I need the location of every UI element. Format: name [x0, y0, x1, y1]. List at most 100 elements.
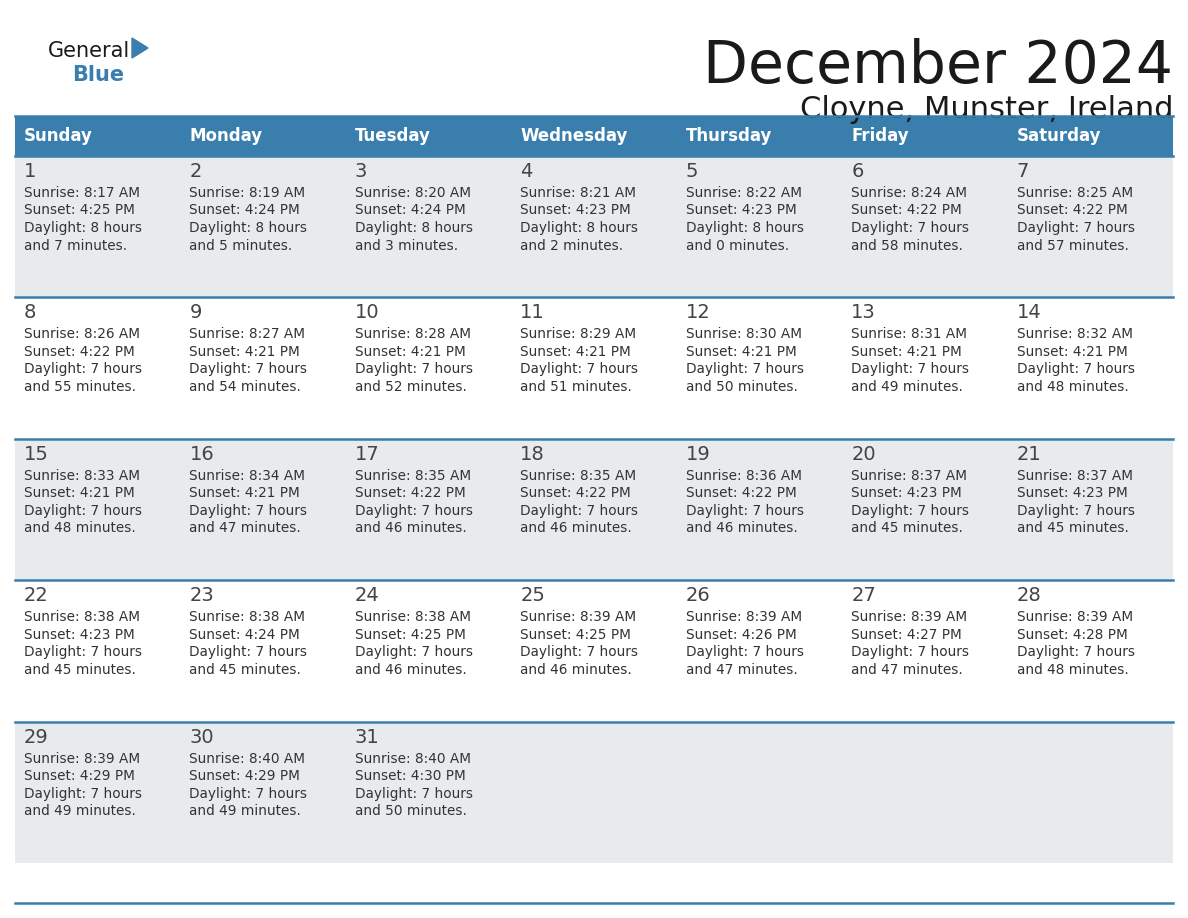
- Text: Sunrise: 8:39 AM: Sunrise: 8:39 AM: [24, 752, 140, 766]
- Text: 15: 15: [24, 445, 49, 464]
- Text: and 45 minutes.: and 45 minutes.: [24, 663, 135, 677]
- Text: and 46 minutes.: and 46 minutes.: [355, 663, 467, 677]
- Text: and 55 minutes.: and 55 minutes.: [24, 380, 135, 394]
- Text: Daylight: 7 hours: Daylight: 7 hours: [685, 363, 804, 376]
- Text: and 50 minutes.: and 50 minutes.: [685, 380, 797, 394]
- Text: and 57 minutes.: and 57 minutes.: [1017, 239, 1129, 252]
- Text: Sunset: 4:21 PM: Sunset: 4:21 PM: [1017, 345, 1127, 359]
- Text: 19: 19: [685, 445, 710, 464]
- Text: and 54 minutes.: and 54 minutes.: [189, 380, 302, 394]
- Text: Sunset: 4:22 PM: Sunset: 4:22 PM: [685, 487, 796, 500]
- Text: Sunset: 4:24 PM: Sunset: 4:24 PM: [189, 628, 301, 642]
- Text: Daylight: 8 hours: Daylight: 8 hours: [520, 221, 638, 235]
- Bar: [15, 580, 1173, 722]
- Text: Sunrise: 8:38 AM: Sunrise: 8:38 AM: [189, 610, 305, 624]
- Text: Sunset: 4:27 PM: Sunset: 4:27 PM: [851, 628, 962, 642]
- Text: 1: 1: [24, 162, 37, 181]
- Text: Sunset: 4:23 PM: Sunset: 4:23 PM: [24, 628, 134, 642]
- Text: Daylight: 7 hours: Daylight: 7 hours: [24, 363, 143, 376]
- Text: Wednesday: Wednesday: [520, 127, 627, 145]
- Text: Daylight: 7 hours: Daylight: 7 hours: [520, 645, 638, 659]
- Text: Sunset: 4:21 PM: Sunset: 4:21 PM: [520, 345, 631, 359]
- Text: Sunrise: 8:35 AM: Sunrise: 8:35 AM: [355, 469, 470, 483]
- Text: Sunrise: 8:31 AM: Sunrise: 8:31 AM: [851, 328, 967, 341]
- Text: Daylight: 7 hours: Daylight: 7 hours: [355, 363, 473, 376]
- Text: 29: 29: [24, 728, 49, 746]
- Text: 27: 27: [851, 587, 876, 605]
- Text: Sunrise: 8:39 AM: Sunrise: 8:39 AM: [685, 610, 802, 624]
- Text: Sunset: 4:22 PM: Sunset: 4:22 PM: [355, 487, 466, 500]
- Text: Sunset: 4:29 PM: Sunset: 4:29 PM: [189, 769, 301, 783]
- Text: 23: 23: [189, 587, 214, 605]
- Text: and 2 minutes.: and 2 minutes.: [520, 239, 624, 252]
- Text: and 45 minutes.: and 45 minutes.: [851, 521, 963, 535]
- Text: 21: 21: [1017, 445, 1042, 464]
- Bar: [15, 116, 1173, 156]
- Text: Sunrise: 8:27 AM: Sunrise: 8:27 AM: [189, 328, 305, 341]
- Text: 28: 28: [1017, 587, 1042, 605]
- Bar: [15, 439, 1173, 580]
- Text: Tuesday: Tuesday: [355, 127, 431, 145]
- Text: and 7 minutes.: and 7 minutes.: [24, 239, 127, 252]
- Text: Sunset: 4:23 PM: Sunset: 4:23 PM: [1017, 487, 1127, 500]
- Text: Daylight: 7 hours: Daylight: 7 hours: [24, 787, 143, 800]
- Text: Sunset: 4:29 PM: Sunset: 4:29 PM: [24, 769, 135, 783]
- Text: Sunset: 4:21 PM: Sunset: 4:21 PM: [189, 345, 301, 359]
- Text: Sunset: 4:22 PM: Sunset: 4:22 PM: [520, 487, 631, 500]
- Text: 4: 4: [520, 162, 532, 181]
- Text: Sunday: Sunday: [24, 127, 93, 145]
- Text: and 0 minutes.: and 0 minutes.: [685, 239, 789, 252]
- Text: 11: 11: [520, 304, 545, 322]
- Text: Daylight: 7 hours: Daylight: 7 hours: [355, 787, 473, 800]
- Text: 13: 13: [851, 304, 876, 322]
- Text: Sunset: 4:22 PM: Sunset: 4:22 PM: [851, 204, 962, 218]
- Text: and 45 minutes.: and 45 minutes.: [189, 663, 302, 677]
- Text: Sunrise: 8:25 AM: Sunrise: 8:25 AM: [1017, 186, 1132, 200]
- Text: Sunrise: 8:19 AM: Sunrise: 8:19 AM: [189, 186, 305, 200]
- Text: Sunset: 4:28 PM: Sunset: 4:28 PM: [1017, 628, 1127, 642]
- Text: Sunrise: 8:37 AM: Sunrise: 8:37 AM: [851, 469, 967, 483]
- Text: 6: 6: [851, 162, 864, 181]
- Text: General: General: [48, 41, 131, 61]
- Text: and 3 minutes.: and 3 minutes.: [355, 239, 459, 252]
- Text: Sunrise: 8:17 AM: Sunrise: 8:17 AM: [24, 186, 140, 200]
- Text: 24: 24: [355, 587, 380, 605]
- Text: Daylight: 8 hours: Daylight: 8 hours: [189, 221, 308, 235]
- Text: Sunset: 4:30 PM: Sunset: 4:30 PM: [355, 769, 466, 783]
- Text: Sunset: 4:22 PM: Sunset: 4:22 PM: [24, 345, 134, 359]
- Text: Saturday: Saturday: [1017, 127, 1101, 145]
- Text: Daylight: 7 hours: Daylight: 7 hours: [24, 645, 143, 659]
- Text: Daylight: 7 hours: Daylight: 7 hours: [189, 363, 308, 376]
- Text: and 49 minutes.: and 49 minutes.: [24, 804, 135, 818]
- Text: and 47 minutes.: and 47 minutes.: [189, 521, 302, 535]
- Text: Daylight: 7 hours: Daylight: 7 hours: [851, 221, 969, 235]
- Text: Blue: Blue: [72, 65, 124, 85]
- Text: and 51 minutes.: and 51 minutes.: [520, 380, 632, 394]
- Text: Daylight: 7 hours: Daylight: 7 hours: [24, 504, 143, 518]
- Text: Sunrise: 8:24 AM: Sunrise: 8:24 AM: [851, 186, 967, 200]
- Text: Sunrise: 8:29 AM: Sunrise: 8:29 AM: [520, 328, 637, 341]
- Text: Friday: Friday: [851, 127, 909, 145]
- Text: and 46 minutes.: and 46 minutes.: [355, 521, 467, 535]
- Text: 16: 16: [189, 445, 214, 464]
- Text: 22: 22: [24, 587, 49, 605]
- Text: Sunrise: 8:37 AM: Sunrise: 8:37 AM: [1017, 469, 1132, 483]
- Text: 25: 25: [520, 587, 545, 605]
- Text: Sunset: 4:23 PM: Sunset: 4:23 PM: [685, 204, 796, 218]
- Text: and 52 minutes.: and 52 minutes.: [355, 380, 467, 394]
- Text: Daylight: 7 hours: Daylight: 7 hours: [1017, 221, 1135, 235]
- Text: Daylight: 7 hours: Daylight: 7 hours: [520, 363, 638, 376]
- Text: Sunrise: 8:39 AM: Sunrise: 8:39 AM: [520, 610, 637, 624]
- Text: Thursday: Thursday: [685, 127, 772, 145]
- Text: Daylight: 7 hours: Daylight: 7 hours: [1017, 504, 1135, 518]
- Text: Daylight: 7 hours: Daylight: 7 hours: [189, 787, 308, 800]
- Text: Daylight: 7 hours: Daylight: 7 hours: [520, 504, 638, 518]
- Text: and 46 minutes.: and 46 minutes.: [520, 521, 632, 535]
- Text: Daylight: 7 hours: Daylight: 7 hours: [685, 504, 804, 518]
- Text: 5: 5: [685, 162, 699, 181]
- Text: 8: 8: [24, 304, 37, 322]
- Text: 17: 17: [355, 445, 380, 464]
- Text: Sunset: 4:23 PM: Sunset: 4:23 PM: [851, 487, 962, 500]
- Bar: [15, 156, 1173, 297]
- Text: Sunrise: 8:33 AM: Sunrise: 8:33 AM: [24, 469, 140, 483]
